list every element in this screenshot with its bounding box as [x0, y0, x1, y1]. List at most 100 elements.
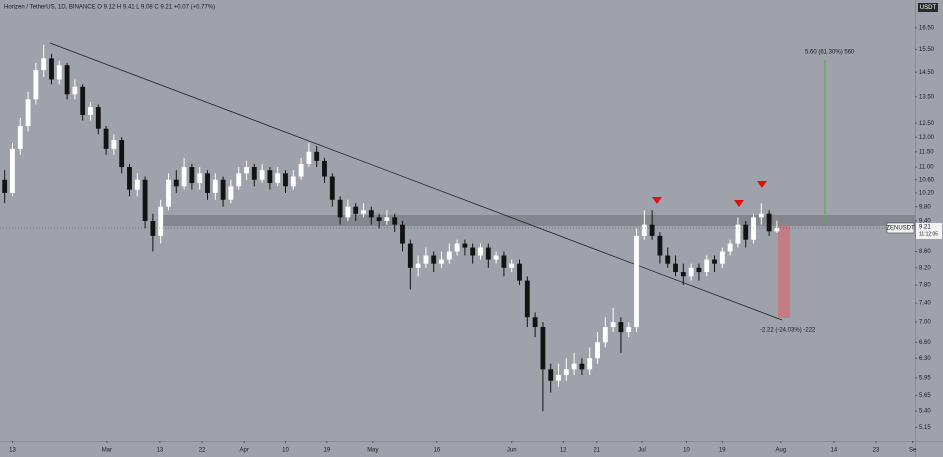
y-tick-label: 16.50: [919, 26, 935, 32]
candle-body: [64, 65, 70, 95]
candle-body: [431, 255, 437, 264]
candle-body: [228, 186, 234, 200]
y-tick-label: 7.00: [919, 320, 931, 326]
candle-body: [524, 280, 530, 318]
candle-body: [696, 267, 702, 273]
candle-body: [485, 247, 491, 260]
candle-body: [400, 224, 405, 244]
candle-body: [251, 167, 257, 180]
candle-body: [634, 235, 639, 328]
candle-body: [33, 69, 39, 100]
candle-body: [719, 251, 725, 264]
symbol-label: ZENUSDT: [886, 226, 915, 232]
candle-body: [766, 213, 772, 232]
y-tick-label: 11.50: [919, 149, 934, 155]
countdown-label: 11:12:05: [919, 231, 938, 237]
candle-body: [95, 107, 101, 129]
candle-body: [680, 272, 686, 277]
candle-body: [376, 217, 382, 221]
candle-body: [353, 206, 359, 214]
y-tick-label: 5.15: [919, 425, 931, 431]
candle-body: [407, 243, 413, 268]
candle-body: [673, 263, 678, 273]
candle-body: [595, 342, 600, 359]
candles: [2, 44, 780, 412]
arrow-marker: [734, 200, 744, 207]
x-tick-label: Se: [909, 448, 917, 454]
candle-body: [134, 179, 140, 190]
y-tick-label: 14.50: [919, 70, 935, 76]
y-tick-label: 9.80: [919, 204, 931, 210]
trend-line: [49, 42, 783, 321]
candle-body: [626, 327, 632, 333]
x-tick-label: 23: [873, 448, 880, 454]
candle-body: [259, 170, 265, 180]
x-tick-label: Jul: [638, 448, 646, 454]
currency-label: USDT: [920, 5, 937, 11]
candle-body: [743, 224, 749, 240]
candle-body: [649, 224, 655, 236]
candle-body: [142, 179, 148, 221]
candle-body: [345, 206, 351, 218]
header: Horizen / TetherUS, 1D, BINANCE O 9.12 H…: [4, 5, 215, 11]
candle-body: [446, 251, 452, 260]
candle-body: [150, 220, 156, 236]
y-tick-label: 11.00: [919, 165, 934, 171]
y-tick-label: 6.60: [919, 340, 931, 346]
candle-body: [166, 179, 171, 207]
candle-body: [556, 375, 561, 381]
price-box: [916, 222, 942, 239]
candle-body: [540, 327, 546, 370]
y-tick-label: 5.95: [919, 375, 931, 381]
x-tick-label: 16: [433, 448, 440, 454]
candle-body: [602, 327, 608, 343]
candle-body: [244, 167, 249, 174]
downside-measure: [778, 226, 790, 318]
y-tick-label: 7.80: [919, 283, 931, 289]
candle-body: [462, 243, 468, 248]
candle-body: [119, 140, 125, 168]
candle-body: [205, 173, 210, 193]
candle-body: [641, 224, 647, 236]
candle-body: [610, 322, 616, 328]
x-tick-label: 12: [560, 448, 567, 454]
currency-box: [918, 3, 938, 12]
candle-body: [41, 58, 47, 70]
candle-body: [392, 217, 398, 225]
candle-body: [283, 173, 288, 187]
candle-body: [10, 148, 15, 193]
y-tick-label: 7.40: [919, 301, 931, 307]
candle-body: [478, 247, 483, 256]
y-tick-label: 6.30: [919, 356, 931, 362]
candle-body: [2, 179, 8, 193]
candle-body: [571, 363, 577, 370]
candle-body: [423, 255, 429, 264]
candle-body: [657, 235, 663, 256]
candle-body: [111, 140, 117, 149]
candle-body: [618, 322, 624, 333]
y-tick-label: 10.60: [919, 177, 935, 183]
candle-body: [751, 217, 756, 240]
candle-body: [56, 65, 62, 80]
candle-body: [127, 167, 132, 190]
x-tick-label: 10: [683, 448, 690, 454]
y-tick-label: 15.50: [919, 47, 935, 53]
candle-body: [290, 176, 296, 187]
candle-body: [727, 243, 733, 252]
candle-body: [735, 224, 741, 244]
candle-body: [220, 179, 226, 200]
candle-body: [267, 170, 273, 184]
candle-body: [361, 210, 366, 214]
candle-body: [236, 173, 242, 187]
candle-body: [439, 259, 444, 264]
candle-body: [563, 369, 569, 376]
candle-body: [774, 227, 780, 232]
candle-body: [470, 247, 476, 256]
candle-body: [665, 255, 671, 264]
candle-body: [329, 176, 335, 200]
x-tick-label: 19: [323, 448, 330, 454]
y-tick-label: 13.50: [919, 94, 935, 100]
candle-body: [712, 259, 717, 264]
